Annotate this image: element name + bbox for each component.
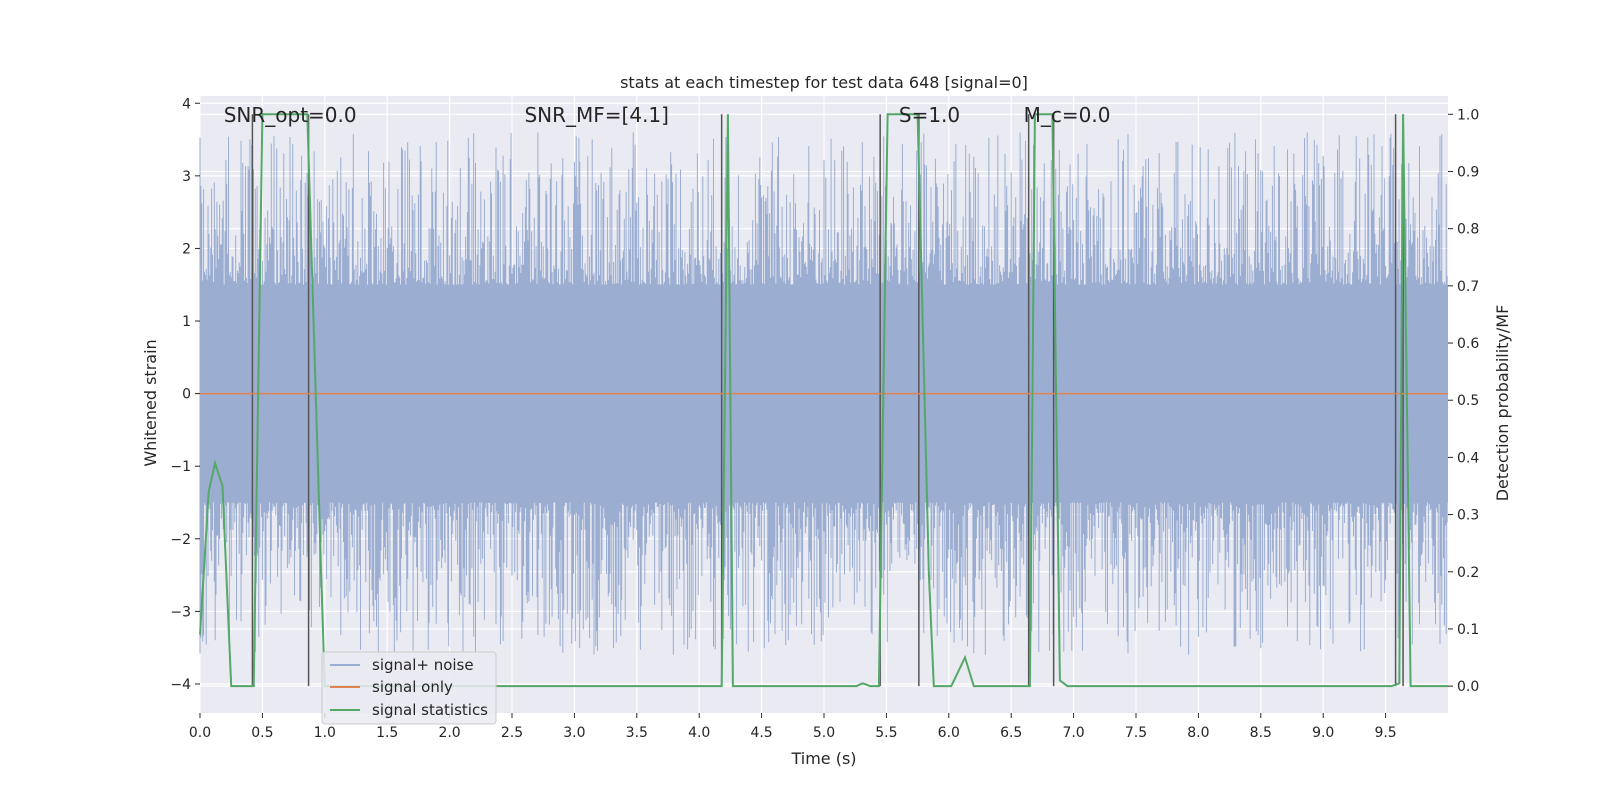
y-right-tick-label-2: 0.8: [1457, 222, 1479, 238]
y-axis-left-label: Whitened strain: [141, 339, 160, 466]
x-tick-label-18: 9.0: [1312, 725, 1334, 741]
x-tick-label-4: 2.0: [438, 725, 460, 741]
y-right-tick-label-3: 0.7: [1457, 279, 1479, 295]
y-right-tick-label-9: 0.1: [1457, 622, 1479, 638]
x-tick-label-1: 0.5: [251, 725, 273, 741]
y-right-tick-label-7: 0.3: [1457, 508, 1479, 524]
x-tick-label-3: 1.5: [376, 725, 398, 741]
x-tick-label-0: 0.0: [189, 725, 211, 741]
y-left-tick-label-5: −1: [170, 459, 191, 475]
y-axis-right-label: Detection probability/MF: [1493, 305, 1512, 502]
x-axis: 0.0 0.5 1.0 1.5 2.0 2.5 3.0 3.5 4.0 4.5 5.0 5.5 6.0 6…: [189, 713, 1397, 741]
y-axis-right: 1.0 0.9 0.8 0.7 0.6 0.5 0.4 0.3 0.2 0.1 0.0: [1448, 107, 1479, 695]
legend-label-signal-only: signal only: [372, 678, 453, 696]
y-axis-left: 4 3 2 1 0 −1 −2 −3 −4: [170, 96, 200, 693]
y-left-tick-label-7: −3: [170, 604, 191, 620]
y-left-tick-label-8: −4: [170, 677, 191, 693]
x-tick-label-12: 6.0: [938, 725, 960, 741]
annotation-1: SNR_MF=[4.1]: [524, 103, 668, 127]
legend-label-signal-noise: signal+ noise: [372, 656, 474, 674]
y-right-tick-label-4: 0.6: [1457, 336, 1479, 352]
x-tick-label-14: 7.0: [1062, 725, 1084, 741]
y-right-tick-label-1: 0.9: [1457, 164, 1479, 180]
legend: signal+ noise signal only signal statist…: [321, 651, 497, 725]
x-tick-label-2: 1.0: [314, 725, 336, 741]
annotation-3: M_c=0.0: [1024, 103, 1111, 127]
x-tick-label-5: 2.5: [501, 725, 523, 741]
annotation-0: SNR_opt=0.0: [224, 103, 357, 127]
y-right-tick-label-10: 0.0: [1457, 679, 1479, 695]
vertical-markers: [251, 114, 1404, 687]
y-left-tick-label-0: 4: [182, 96, 191, 112]
legend-label-signal-statistics: signal statistics: [372, 701, 488, 719]
legend-box: [321, 651, 497, 725]
x-tick-label-13: 6.5: [1000, 725, 1022, 741]
y-left-tick-label-3: 1: [182, 314, 191, 330]
x-axis-label: Time (s): [790, 749, 856, 768]
annotation-2: S=1.0: [899, 103, 960, 127]
y-right-tick-label-5: 0.5: [1457, 393, 1479, 409]
x-tick-label-15: 7.5: [1125, 725, 1147, 741]
y-left-tick-label-6: −2: [170, 532, 191, 548]
x-tick-label-10: 5.0: [813, 725, 835, 741]
annotations: SNR_opt=0.0 SNR_MF=[4.1] S=1.0 M_c=0.0: [224, 103, 1111, 127]
x-tick-label-19: 9.5: [1374, 725, 1396, 741]
y-right-tick-label-6: 0.4: [1457, 450, 1479, 466]
y-right-tick-label-0: 1.0: [1457, 107, 1479, 123]
x-tick-label-16: 8.0: [1187, 725, 1209, 741]
y-left-tick-label-2: 2: [182, 241, 191, 257]
y-left-tick-label-4: 0: [182, 387, 191, 403]
x-tick-label-11: 5.5: [875, 725, 897, 741]
x-tick-label-7: 3.5: [626, 725, 648, 741]
y-left-tick-label-1: 3: [182, 169, 191, 185]
x-tick-label-8: 4.0: [688, 725, 710, 741]
x-tick-label-9: 4.5: [750, 725, 772, 741]
x-tick-label-17: 8.5: [1250, 725, 1272, 741]
chart-title: stats at each timestep for test data 648…: [620, 73, 1028, 92]
series-signal-statistics: [199, 113, 1448, 688]
y-right-tick-label-8: 0.2: [1457, 565, 1479, 581]
x-tick-label-6: 3.0: [563, 725, 585, 741]
